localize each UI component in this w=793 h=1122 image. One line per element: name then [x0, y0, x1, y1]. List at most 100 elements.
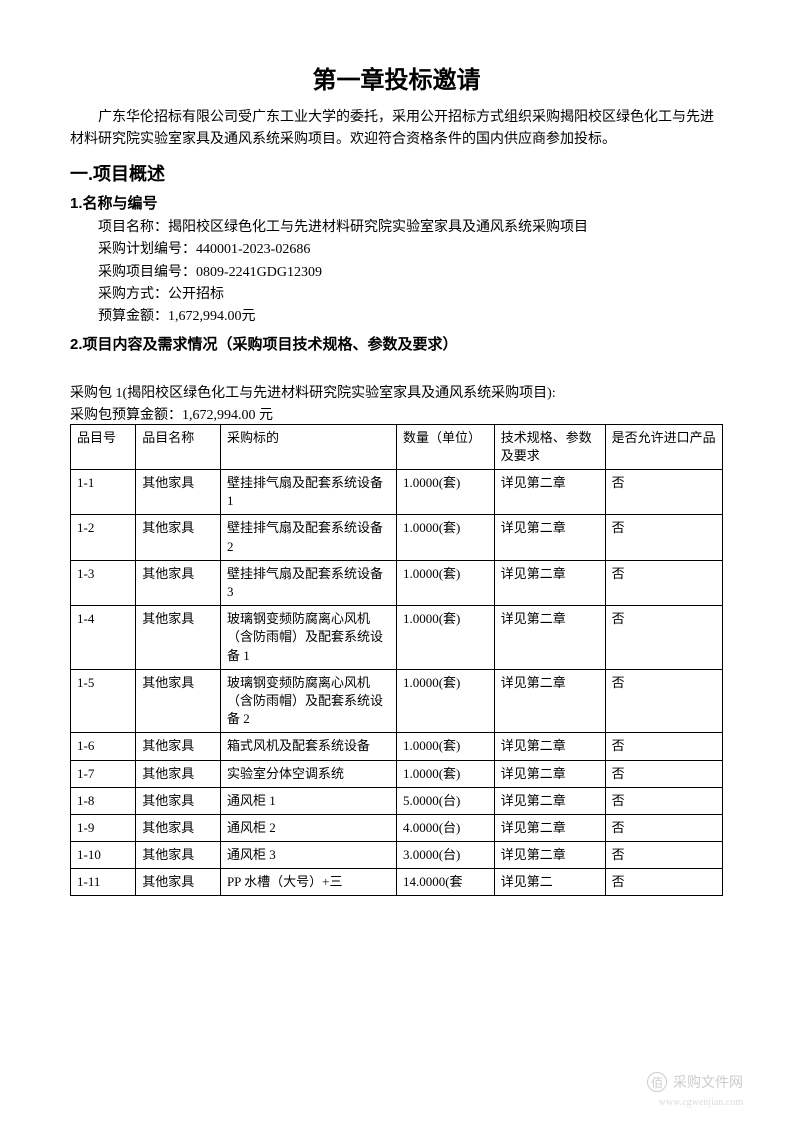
table-cell-spec: 详见第二章 — [494, 760, 605, 787]
subsection-content-heading: 2.项目内容及需求情况（采购项目技术规格、参数及要求） — [70, 333, 723, 354]
table-cell-imp: 否 — [605, 606, 722, 670]
table-cell-qty: 3.0000(台) — [396, 842, 494, 869]
col-header-subject: 采购标的 — [220, 424, 396, 469]
table-cell-id: 1-5 — [71, 669, 136, 733]
table-cell-id: 1-2 — [71, 515, 136, 560]
table-cell-id: 1-9 — [71, 814, 136, 841]
table-cell-name: 其他家具 — [136, 787, 221, 814]
table-cell-name: 其他家具 — [136, 842, 221, 869]
col-header-spec: 技术规格、参数及要求 — [494, 424, 605, 469]
table-cell-imp: 否 — [605, 470, 722, 515]
table-cell-qty: 1.0000(套) — [396, 669, 494, 733]
table-cell-spec: 详见第二 — [494, 869, 605, 896]
table-cell-subject: 壁挂排气扇及配套系统设备 2 — [220, 515, 396, 560]
col-header-import: 是否允许进口产品 — [605, 424, 722, 469]
table-cell-subject: 通风柜 1 — [220, 787, 396, 814]
table-cell-id: 1-11 — [71, 869, 136, 896]
table-row: 1-11其他家具PP 水槽（大号）+三14.0000(套详见第二否 — [71, 869, 723, 896]
intro-paragraph: 广东华伦招标有限公司受广东工业大学的委托，采用公开招标方式组织采购揭阳校区绿色化… — [70, 107, 723, 152]
table-cell-id: 1-3 — [71, 560, 136, 605]
table-row: 1-2其他家具壁挂排气扇及配套系统设备 21.0000(套)详见第二章否 — [71, 515, 723, 560]
table-cell-qty: 1.0000(套) — [396, 733, 494, 760]
plan-number-line: 采购计划编号：440001-2023-02686 — [70, 239, 723, 261]
table-cell-qty: 14.0000(套 — [396, 869, 494, 896]
table-cell-name: 其他家具 — [136, 760, 221, 787]
table-cell-spec: 详见第二章 — [494, 733, 605, 760]
table-row: 1-9其他家具通风柜 24.0000(台)详见第二章否 — [71, 814, 723, 841]
table-cell-name: 其他家具 — [136, 560, 221, 605]
table-cell-qty: 1.0000(套) — [396, 760, 494, 787]
table-row: 1-3其他家具壁挂排气扇及配套系统设备 31.0000(套)详见第二章否 — [71, 560, 723, 605]
watermark-text: 采购文件网 — [673, 1072, 743, 1092]
table-cell-subject: 箱式风机及配套系统设备 — [220, 733, 396, 760]
table-cell-subject: 壁挂排气扇及配套系统设备 1 — [220, 470, 396, 515]
table-cell-imp: 否 — [605, 787, 722, 814]
table-cell-qty: 1.0000(套) — [396, 515, 494, 560]
col-header-id: 品目号 — [71, 424, 136, 469]
table-cell-subject: 实验室分体空调系统 — [220, 760, 396, 787]
table-cell-subject: 通风柜 3 — [220, 842, 396, 869]
table-cell-subject: 玻璃钢变频防腐离心风机（含防雨帽）及配套系统设备 2 — [220, 669, 396, 733]
table-cell-id: 1-1 — [71, 470, 136, 515]
table-cell-spec: 详见第二章 — [494, 470, 605, 515]
table-cell-qty: 1.0000(套) — [396, 606, 494, 670]
table-cell-spec: 详见第二章 — [494, 669, 605, 733]
table-header-row: 品目号 品目名称 采购标的 数量（单位） 技术规格、参数及要求 是否允许进口产品 — [71, 424, 723, 469]
table-cell-imp: 否 — [605, 869, 722, 896]
table-cell-name: 其他家具 — [136, 470, 221, 515]
table-cell-name: 其他家具 — [136, 606, 221, 670]
table-cell-spec: 详见第二章 — [494, 515, 605, 560]
table-cell-id: 1-4 — [71, 606, 136, 670]
table-cell-imp: 否 — [605, 560, 722, 605]
table-row: 1-6其他家具箱式风机及配套系统设备1.0000(套)详见第二章否 — [71, 733, 723, 760]
table-cell-name: 其他家具 — [136, 869, 221, 896]
table-cell-qty: 5.0000(台) — [396, 787, 494, 814]
chapter-title: 第一章投标邀请 — [70, 60, 723, 95]
table-cell-spec: 详见第二章 — [494, 560, 605, 605]
table-cell-name: 其他家具 — [136, 515, 221, 560]
table-cell-subject: 壁挂排气扇及配套系统设备 3 — [220, 560, 396, 605]
table-cell-imp: 否 — [605, 842, 722, 869]
table-cell-spec: 详见第二章 — [494, 814, 605, 841]
table-row: 1-8其他家具通风柜 15.0000(台)详见第二章否 — [71, 787, 723, 814]
table-cell-subject: 玻璃钢变频防腐离心风机（含防雨帽）及配套系统设备 1 — [220, 606, 396, 670]
method-line: 采购方式：公开招标 — [70, 284, 723, 306]
table-cell-subject: PP 水槽（大号）+三 — [220, 869, 396, 896]
table-cell-id: 1-8 — [71, 787, 136, 814]
table-cell-imp: 否 — [605, 733, 722, 760]
table-cell-imp: 否 — [605, 814, 722, 841]
table-cell-name: 其他家具 — [136, 814, 221, 841]
table-cell-spec: 详见第二章 — [494, 606, 605, 670]
table-row: 1-4其他家具玻璃钢变频防腐离心风机（含防雨帽）及配套系统设备 11.0000(… — [71, 606, 723, 670]
table-cell-spec: 详见第二章 — [494, 787, 605, 814]
table-cell-qty: 1.0000(套) — [396, 560, 494, 605]
table-cell-qty: 1.0000(套) — [396, 470, 494, 515]
table-cell-qty: 4.0000(台) — [396, 814, 494, 841]
table-row: 1-5其他家具玻璃钢变频防腐离心风机（含防雨帽）及配套系统设备 21.0000(… — [71, 669, 723, 733]
project-name-line: 项目名称：揭阳校区绿色化工与先进材料研究院实验室家具及通风系统采购项目 — [70, 217, 723, 239]
table-cell-id: 1-10 — [71, 842, 136, 869]
table-row: 1-7其他家具实验室分体空调系统1.0000(套)详见第二章否 — [71, 760, 723, 787]
section-overview-heading: 一.项目概述 — [70, 160, 723, 186]
table-cell-imp: 否 — [605, 669, 722, 733]
project-number-line: 采购项目编号：0809-2241GDG12309 — [70, 262, 723, 284]
table-cell-name: 其他家具 — [136, 669, 221, 733]
package-budget: 采购包预算金额：1,672,994.00 元 — [70, 404, 723, 424]
col-header-quantity: 数量（单位） — [396, 424, 494, 469]
table-cell-spec: 详见第二章 — [494, 842, 605, 869]
col-header-name: 品目名称 — [136, 424, 221, 469]
budget-amount-line: 预算金额：1,672,994.00元 — [70, 306, 723, 328]
table-cell-subject: 通风柜 2 — [220, 814, 396, 841]
subsection-name-number-heading: 1.名称与编号 — [70, 192, 723, 213]
watermark-icon: 佰 — [647, 1072, 667, 1092]
table-row: 1-1其他家具壁挂排气扇及配套系统设备 11.0000(套)详见第二章否 — [71, 470, 723, 515]
table-row: 1-10其他家具通风柜 33.0000(台)详见第二章否 — [71, 842, 723, 869]
procurement-table: 品目号 品目名称 采购标的 数量（单位） 技术规格、参数及要求 是否允许进口产品… — [70, 424, 723, 897]
watermark: 佰 采购文件网 — [647, 1072, 743, 1092]
table-cell-id: 1-6 — [71, 733, 136, 760]
table-body: 1-1其他家具壁挂排气扇及配套系统设备 11.0000(套)详见第二章否1-2其… — [71, 470, 723, 896]
table-cell-name: 其他家具 — [136, 733, 221, 760]
table-cell-id: 1-7 — [71, 760, 136, 787]
package-title: 采购包 1(揭阳校区绿色化工与先进材料研究院实验室家具及通风系统采购项目): — [70, 382, 723, 402]
watermark-url: www.cgwenjian.com — [659, 1097, 743, 1108]
